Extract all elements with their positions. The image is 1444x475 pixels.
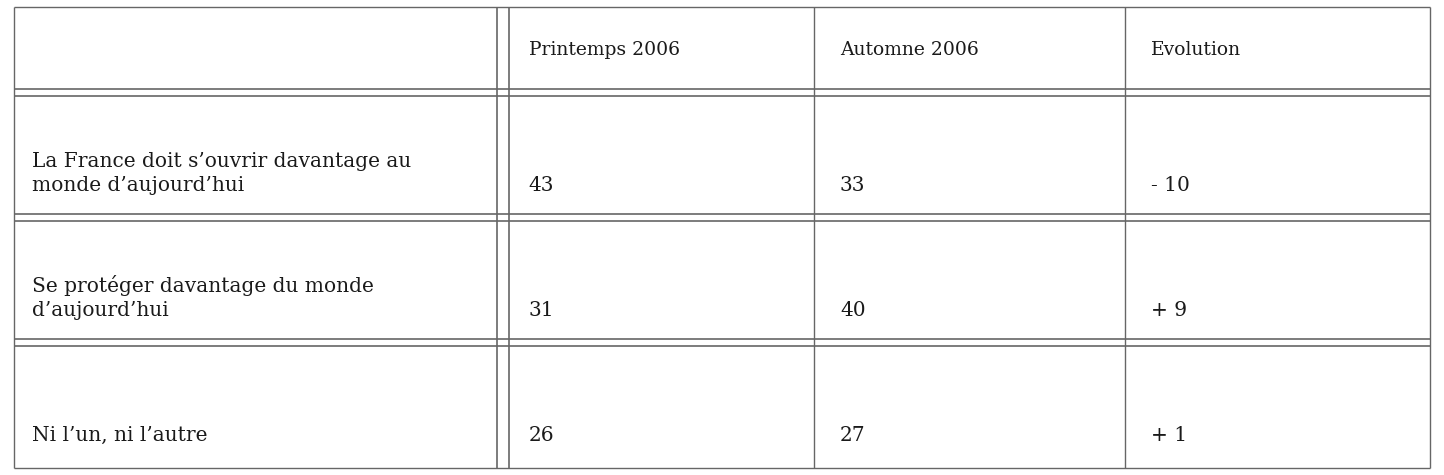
- Text: 33: 33: [840, 176, 865, 195]
- Bar: [814, 92, 1125, 218]
- Bar: [14, 218, 503, 342]
- Bar: [503, 92, 814, 218]
- Text: Printemps 2006: Printemps 2006: [529, 41, 680, 59]
- Text: Ni l’un, ni l’autre: Ni l’un, ni l’autre: [32, 427, 208, 446]
- Text: - 10: - 10: [1151, 176, 1190, 195]
- Text: 31: 31: [529, 301, 554, 320]
- Bar: [1125, 218, 1430, 342]
- Text: + 1: + 1: [1151, 427, 1187, 446]
- Bar: [503, 342, 814, 468]
- Text: 27: 27: [840, 427, 865, 446]
- Bar: [503, 218, 814, 342]
- Bar: [1125, 92, 1430, 218]
- Bar: [14, 342, 503, 468]
- Text: Evolution: Evolution: [1151, 41, 1242, 59]
- Text: 40: 40: [840, 301, 865, 320]
- Bar: [14, 7, 503, 92]
- Text: 43: 43: [529, 176, 554, 195]
- Bar: [503, 7, 814, 92]
- Bar: [1125, 342, 1430, 468]
- Text: + 9: + 9: [1151, 301, 1187, 320]
- Text: Automne 2006: Automne 2006: [840, 41, 979, 59]
- Bar: [1125, 7, 1430, 92]
- Bar: [814, 218, 1125, 342]
- Bar: [14, 92, 503, 218]
- Text: Se protéger davantage du monde
d’aujourd’hui: Se protéger davantage du monde d’aujourd…: [32, 275, 374, 320]
- Bar: [814, 7, 1125, 92]
- Bar: [814, 342, 1125, 468]
- Text: 26: 26: [529, 427, 554, 446]
- Text: La France doit s’ouvrir davantage au
monde d’aujourd’hui: La France doit s’ouvrir davantage au mon…: [32, 152, 412, 195]
